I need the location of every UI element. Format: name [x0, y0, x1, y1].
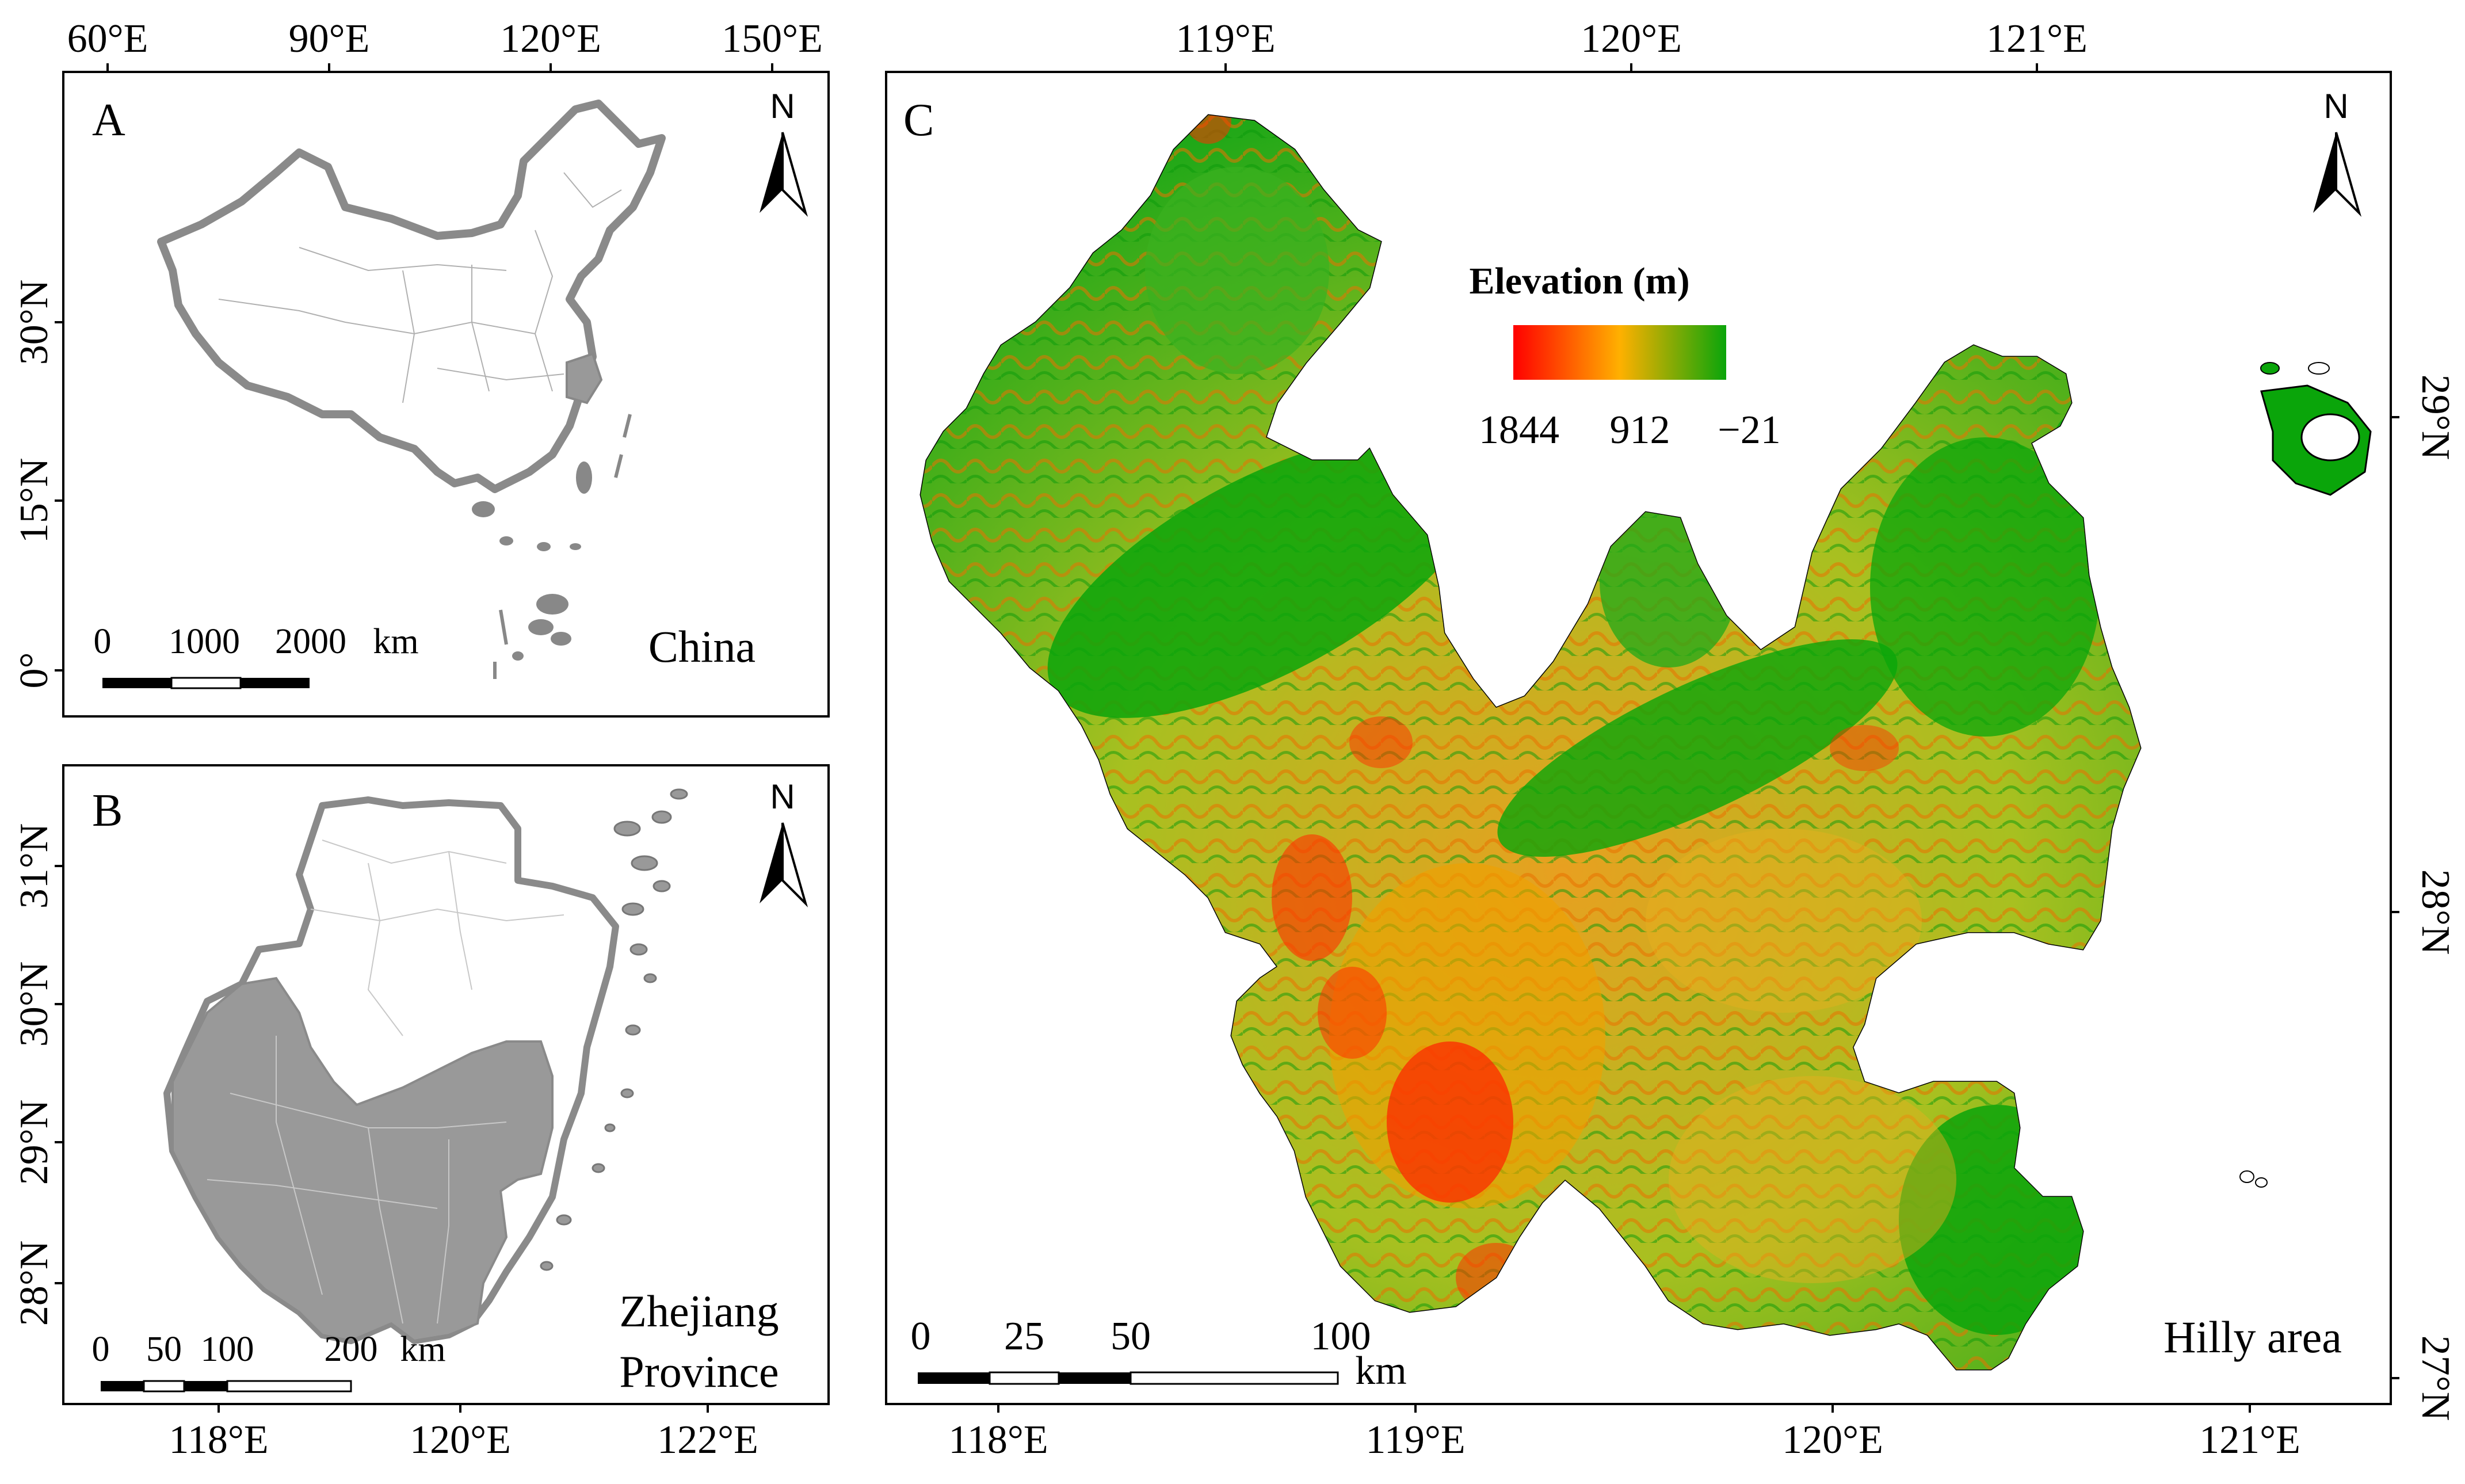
panel-c-top-ticks: 119°E 120°E 121°E [1176, 17, 2088, 72]
panel-a-scale-bar: 0 1000 2000 km [94, 622, 419, 689]
elevation-legend: Elevation (m) 1844 912 −21 [1469, 260, 1780, 452]
scale-b-100: 100 [201, 1330, 254, 1369]
panel-c-north-label: N [2323, 87, 2348, 125]
zhejiang-highlight [566, 352, 603, 405]
panel-c-north-arrow: N [2313, 87, 2362, 217]
tick-0: 0° [12, 653, 56, 689]
tick-28n-c: 28°N [2413, 869, 2458, 955]
panel-b-letter: B [92, 785, 123, 836]
tick-15n: 15°N [12, 458, 56, 544]
tick-30n: 30°N [12, 280, 56, 365]
panel-c-region-label: Hilly area [2163, 1312, 2342, 1362]
zhejiang-islands [540, 788, 688, 1271]
tick-121e-top: 121°E [1986, 17, 2088, 61]
tick-122e-b: 122°E [657, 1418, 758, 1462]
tick-30n-b: 30°N [12, 962, 56, 1047]
panel-b-bottom-ticks: 118°E 120°E 122°E [169, 1404, 758, 1462]
china-outline [157, 100, 666, 493]
tick-120e-c: 120°E [1782, 1418, 1883, 1462]
scale-b-0: 0 [92, 1330, 110, 1369]
panel-b-region-label-2: Province [619, 1346, 779, 1397]
tick-120e-b: 120°E [410, 1418, 511, 1462]
hilly-area-grey [171, 976, 554, 1342]
panel-a-north-arrow: N [760, 87, 808, 217]
scale-b-200: 200 [325, 1330, 378, 1369]
panel-a: 60°E 90°E 120°E 150°E 30°N 15°N 0° A [12, 17, 830, 718]
tick-29n-c: 29°N [2413, 375, 2458, 460]
panel-a-top-ticks: 60°E 90°E 120°E 150°E [67, 17, 823, 72]
tick-121e-c: 121°E [2199, 1418, 2300, 1462]
panel-a-region-label: China [648, 621, 755, 672]
tick-28n-b: 28°N [12, 1241, 56, 1326]
panel-b-left-ticks: 31°N 30°N 29°N 28°N [12, 823, 63, 1326]
panel-b-north-label: N [770, 777, 795, 816]
legend-title: Elevation (m) [1469, 260, 1689, 302]
scale-b-50: 50 [146, 1330, 182, 1369]
panel-a-left-ticks: 30°N 15°N 0° [12, 280, 63, 689]
china-provinces [218, 172, 622, 403]
panel-a-north-label: N [770, 87, 795, 125]
legend-label-low: −21 [1718, 408, 1780, 452]
scale-a-1000: 1000 [169, 622, 240, 661]
panel-c: 119°E 120°E 121°E 118°E 119°E 120°E 121°… [885, 17, 2458, 1462]
tick-90e: 90°E [289, 17, 370, 61]
panel-b-region-label-1: Zhejiang [619, 1286, 779, 1336]
panel-c-letter: C [903, 95, 934, 146]
scale-c-100: 100 [1311, 1314, 1371, 1359]
scale-c-unit: km [1355, 1349, 1406, 1393]
china-islands [472, 414, 632, 679]
scale-a-unit: km [373, 622, 418, 661]
scale-a-2000: 2000 [275, 622, 346, 661]
tick-120e: 120°E [500, 17, 601, 61]
panel-b-scale-bar: 0 50 100 200 km [92, 1330, 446, 1393]
tick-118e-b: 118°E [169, 1418, 268, 1462]
tick-60e: 60°E [67, 17, 148, 61]
zhejiang-counties [207, 840, 564, 1324]
scale-c-50: 50 [1111, 1314, 1151, 1359]
panel-b: 31°N 30°N 29°N 28°N 118°E 120°E 122°E B [12, 764, 830, 1462]
legend-label-high: 1844 [1479, 408, 1559, 452]
panel-a-letter: A [92, 95, 125, 146]
panel-c-scale-bar: 0 25 50 100 km [911, 1314, 1407, 1393]
legend-label-mid: 912 [1610, 408, 1670, 452]
panel-c-right-ticks: 29°N 28°N 27°N [2391, 375, 2458, 1421]
tick-118e-c: 118°E [948, 1418, 1048, 1462]
scale-a-0: 0 [94, 622, 112, 661]
scale-c-25: 25 [1004, 1314, 1044, 1359]
tick-120e-top: 120°E [1581, 17, 1682, 61]
panel-b-north-arrow: N [760, 777, 808, 907]
scale-c-0: 0 [911, 1314, 931, 1359]
tick-27n-c: 27°N [2413, 1336, 2458, 1421]
tick-31n: 31°N [12, 823, 56, 909]
tick-150e: 150°E [722, 17, 823, 61]
legend-color-ramp [1513, 325, 1726, 380]
panel-c-bottom-ticks: 118°E 119°E 120°E 121°E [948, 1404, 2300, 1462]
scale-b-unit: km [400, 1330, 445, 1369]
tick-29n-b: 29°N [12, 1100, 56, 1185]
tick-119e-c: 119°E [1365, 1418, 1465, 1462]
tick-119e-top: 119°E [1176, 17, 1275, 61]
